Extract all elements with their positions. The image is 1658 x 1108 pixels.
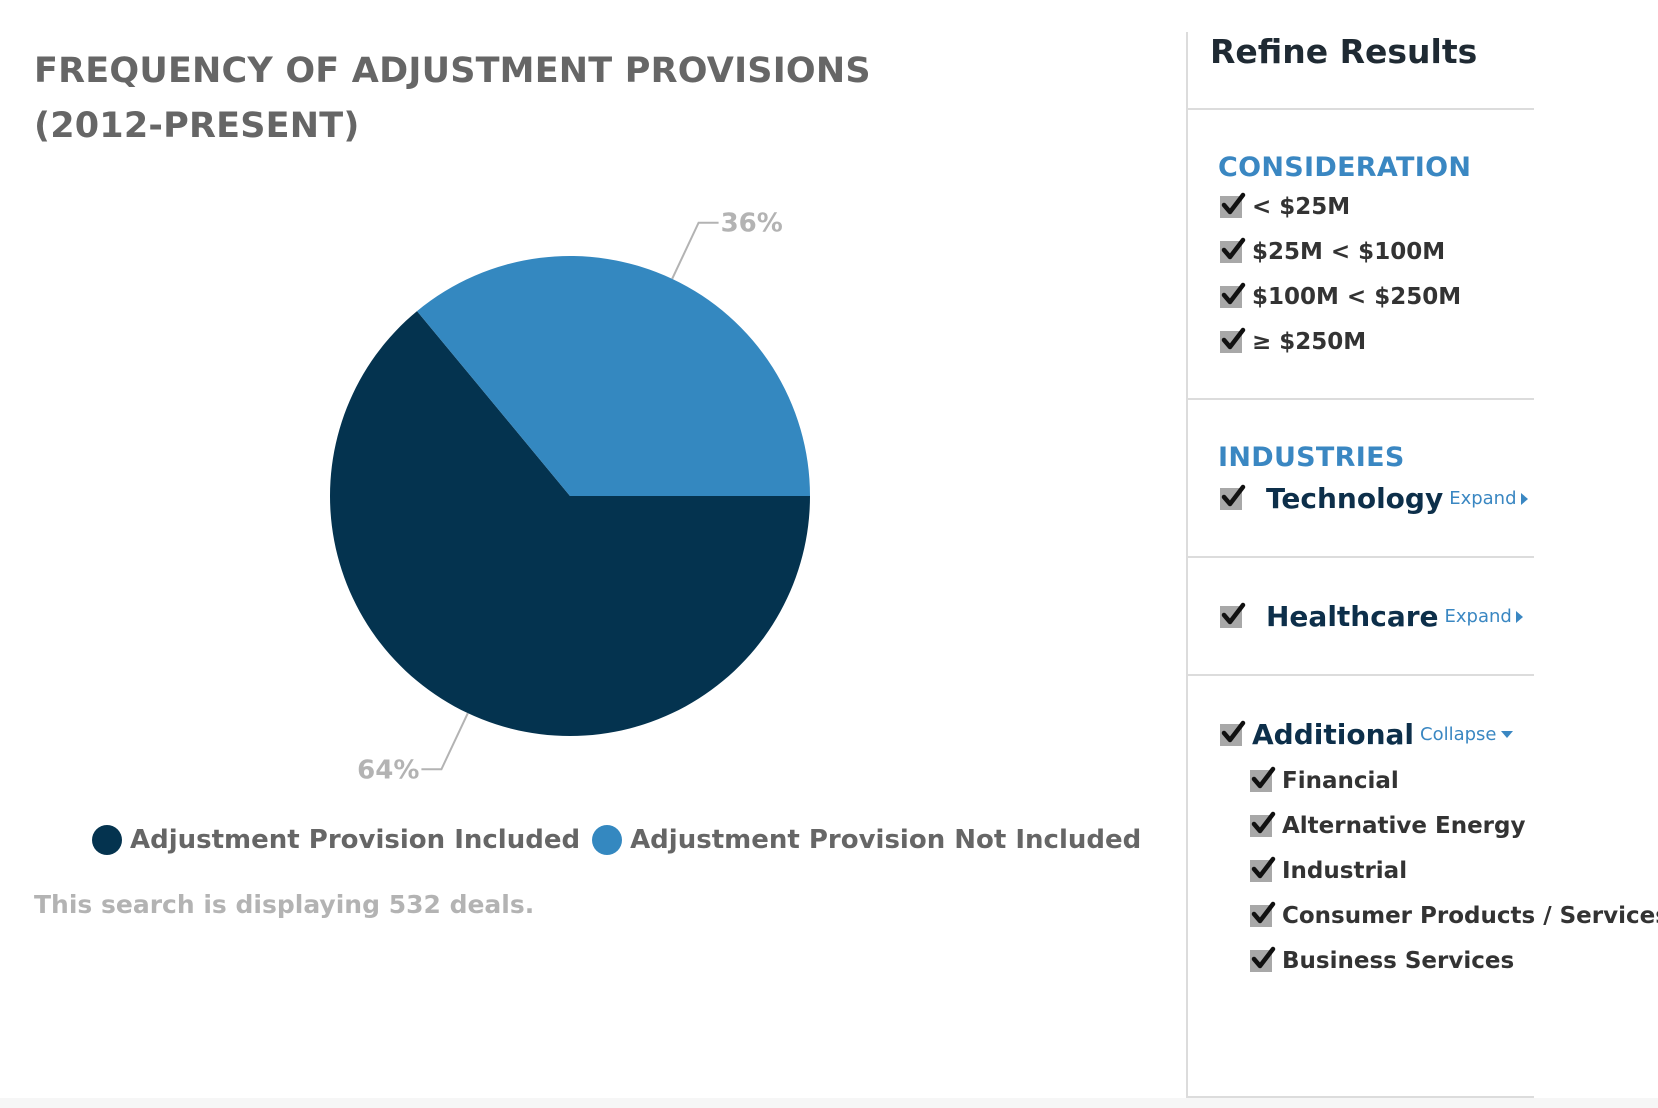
checkmark-icon	[1221, 237, 1246, 260]
industry-sub-business-services[interactable]: Business Services	[1250, 946, 1515, 974]
industry-sub-alternative-energy[interactable]: Alternative Energy	[1250, 811, 1526, 839]
caret-right-icon	[1515, 610, 1523, 623]
industry-additional[interactable]: Additional Collapse	[1220, 718, 1513, 751]
legend-label-included: Adjustment Provision Included	[130, 825, 581, 855]
checkmark-icon	[1251, 766, 1276, 789]
checkmark-icon	[1221, 720, 1246, 742]
expand-toggle-technology[interactable]: Expand	[1449, 488, 1528, 509]
checkbox-checked-icon[interactable]	[1220, 237, 1246, 263]
sub-industry-label: Business Services	[1282, 948, 1515, 974]
legend-item-included[interactable]: Adjustment Provision Included	[92, 825, 580, 855]
divider	[1188, 1096, 1534, 1098]
checkbox-checked-icon[interactable]	[1250, 811, 1276, 837]
checkmark-icon	[1221, 282, 1246, 305]
pie-leader-included	[421, 712, 469, 771]
chart-panel: FREQUENCY OF ADJUSTMENT PROVISIONS (2012…	[34, 44, 1153, 919]
legend-swatch-not-included	[592, 825, 623, 855]
expand-toggle-healthcare[interactable]: Expand	[1445, 606, 1523, 627]
option-label: $100M < $250M	[1252, 284, 1462, 310]
checkbox-checked-icon[interactable]	[1220, 720, 1246, 746]
consideration-option-under-25m[interactable]: < $25M	[1220, 192, 1351, 220]
deal-count-note: This search is displaying 532 deals.	[34, 890, 535, 919]
industry-sub-financial[interactable]: Financial	[1250, 766, 1399, 794]
divider	[1188, 398, 1534, 400]
consideration-option-25m-100m[interactable]: $25M < $100M	[1220, 237, 1446, 265]
sub-industry-label: Alternative Energy	[1282, 813, 1526, 839]
industry-label-additional: Additional	[1252, 718, 1414, 751]
collapse-toggle-additional[interactable]: Collapse	[1420, 724, 1513, 745]
checkbox-checked-icon[interactable]	[1250, 901, 1276, 927]
caret-right-icon	[1520, 492, 1528, 505]
pie-slice-not-included[interactable]	[417, 255, 810, 496]
industry-technology[interactable]: Technology Expand	[1220, 482, 1528, 515]
pie-label-not-included: 36%	[721, 209, 783, 239]
sidebar-title: Refine Results	[1210, 32, 1478, 71]
industry-label-technology: Technology	[1266, 482, 1444, 515]
industry-sub-consumer-products[interactable]: Consumer Products / Services	[1250, 901, 1658, 929]
checkbox-checked-icon[interactable]	[1250, 856, 1276, 882]
legend-label-not-included: Adjustment Provision Not Included	[630, 825, 1142, 855]
consideration-heading: CONSIDERATION	[1218, 152, 1472, 183]
sub-industry-label: Financial	[1282, 768, 1399, 794]
checkbox-checked-icon[interactable]	[1220, 282, 1246, 308]
option-label: < $25M	[1252, 194, 1351, 220]
legend-swatch-included	[92, 825, 122, 855]
consideration-option-over-250m[interactable]: ≥ $250M	[1220, 327, 1367, 355]
legend-item-not-included[interactable]: Adjustment Provision Not Included	[592, 825, 1141, 855]
checkbox-checked-icon[interactable]	[1220, 327, 1246, 353]
pie-label-included: 64%	[357, 755, 419, 785]
checkmark-icon	[1221, 602, 1246, 624]
caret-down-icon	[1500, 731, 1513, 738]
chart-title: FREQUENCY OF ADJUSTMENT PROVISIONS (2012…	[34, 44, 1034, 154]
checkbox-checked-icon[interactable]	[1220, 602, 1246, 628]
checkmark-icon	[1251, 946, 1276, 969]
checkmark-icon	[1221, 192, 1246, 215]
checkbox-checked-icon[interactable]	[1220, 192, 1246, 218]
pie-slice-included[interactable]	[330, 311, 810, 736]
checkmark-icon	[1221, 484, 1246, 506]
checkmark-icon	[1221, 327, 1246, 350]
sub-industry-label: Consumer Products / Services	[1282, 903, 1658, 929]
divider	[1188, 674, 1534, 676]
pie-leader-not-included	[671, 221, 719, 280]
checkmark-icon	[1251, 811, 1276, 834]
sub-industry-label: Industrial	[1282, 858, 1408, 884]
chart-title-line-2: (2012-PRESENT)	[34, 106, 360, 146]
industry-label-healthcare: Healthcare	[1266, 600, 1439, 633]
checkmark-icon	[1251, 901, 1276, 924]
checkbox-checked-icon[interactable]	[1250, 946, 1276, 972]
industry-healthcare[interactable]: Healthcare Expand	[1220, 600, 1523, 633]
chart-legend: Adjustment Provision Included Adjustment…	[92, 818, 1153, 862]
checkmark-icon	[1251, 856, 1276, 879]
pie-chart: 64% 36%	[330, 209, 810, 785]
industries-heading: INDUSTRIES	[1218, 442, 1405, 473]
industry-sub-industrial[interactable]: Industrial	[1250, 856, 1408, 884]
option-label: $25M < $100M	[1252, 239, 1446, 265]
toggle-label: Expand	[1444, 606, 1512, 627]
toggle-label: Expand	[1449, 488, 1517, 509]
divider	[1188, 556, 1534, 558]
divider	[1188, 108, 1534, 110]
toggle-label: Collapse	[1420, 724, 1497, 745]
page-bottom-strip	[0, 1098, 1658, 1108]
consideration-option-100m-250m[interactable]: $100M < $250M	[1220, 282, 1462, 310]
option-label: ≥ $250M	[1252, 329, 1367, 355]
checkbox-checked-icon[interactable]	[1250, 766, 1276, 792]
checkbox-checked-icon[interactable]	[1220, 484, 1246, 510]
refine-results-sidebar: Refine Results CONSIDERATION < $25M $25M…	[1186, 32, 1658, 1098]
chart-title-line-1: FREQUENCY OF ADJUSTMENT PROVISIONS	[34, 51, 871, 91]
